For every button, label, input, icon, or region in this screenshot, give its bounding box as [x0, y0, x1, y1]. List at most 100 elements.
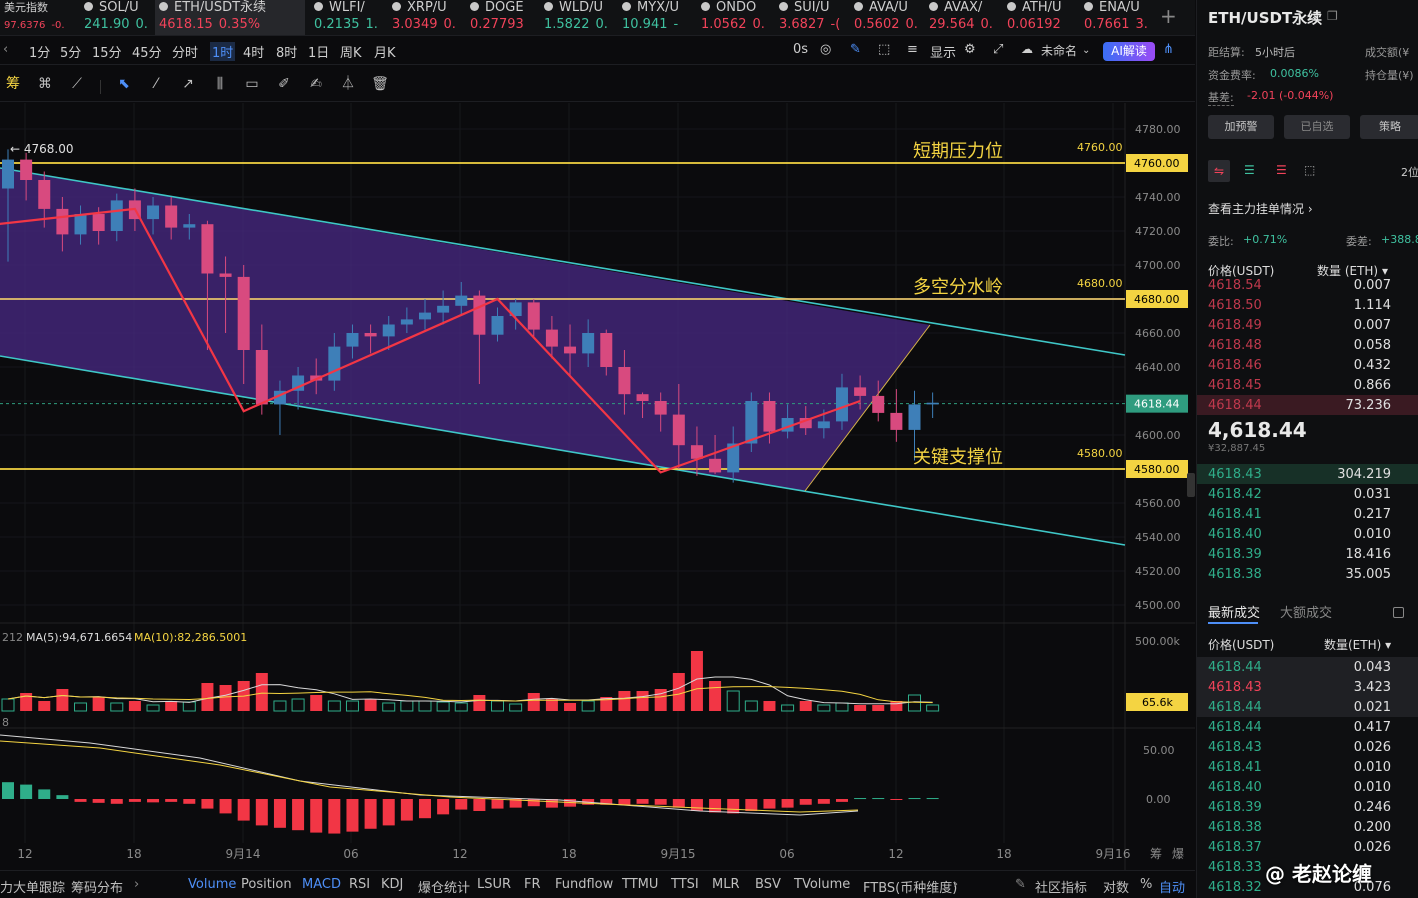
list-icon[interactable]: ≡ — [907, 42, 918, 57]
brush-icon[interactable]: ✍ — [310, 76, 322, 92]
ask-row[interactable]: 4618.50 1.114 — [1197, 295, 1418, 315]
timeframe-1分[interactable]: 1分 — [29, 46, 51, 61]
ticker-item[interactable]: ENA/U 0.7661 3. — [1080, 0, 1152, 35]
add-alert-button[interactable]: 加预警 — [1208, 115, 1274, 139]
depth-precision[interactable]: 2位 — [1401, 166, 1418, 179]
timeframe-45分[interactable]: 45分 — [132, 46, 162, 61]
trades-qty-header[interactable]: 数量(ETH) ▾ — [1324, 638, 1392, 652]
text-icon[interactable]: ▭ — [245, 76, 259, 92]
view-main-orders-link[interactable]: 查看主力挂单情况 › — [1208, 202, 1313, 216]
layout-name[interactable]: 未命名 — [1041, 44, 1078, 58]
cloud-icon[interactable]: ☁ — [1021, 42, 1033, 56]
ask-row[interactable]: 4618.54 0.007 — [1197, 275, 1418, 295]
indicator-lsur[interactable]: LSUR — [477, 877, 512, 892]
ask-row[interactable]: 4618.44 73.236 — [1197, 395, 1418, 415]
ticker-item[interactable]: ONDO 1.0562 0. — [697, 0, 769, 35]
ticker-item[interactable]: AVAX/29.564 0. — [925, 0, 997, 35]
bids-view-icon[interactable]: ☰ — [1244, 163, 1255, 177]
bid-row[interactable]: 4618.43 304.219 — [1197, 464, 1418, 484]
indicator-position[interactable]: Position — [241, 877, 292, 892]
indicator-ttmu[interactable]: TTMU — [622, 877, 659, 892]
ticker-item[interactable]: ETH/USDT永续 4618.15 0.35% — [155, 0, 305, 35]
timeframe-5分[interactable]: 5分 — [60, 46, 82, 61]
timeframe-月K[interactable]: 月K — [374, 46, 396, 61]
settings-gear-icon[interactable]: ⚙ — [964, 42, 976, 57]
orderbook-qty-header[interactable]: 数量 (ETH) ▾ — [1317, 264, 1388, 278]
fullscreen-small-icon[interactable]: ⬚ — [878, 42, 891, 57]
bid-row[interactable]: 4618.41 0.217 — [1197, 504, 1418, 524]
indicator-ftbs(币种维度)[interactable]: FTBS(币种维度) — [863, 881, 958, 896]
edit-icon[interactable]: ✎ — [1015, 877, 1026, 892]
indicator-bsv[interactable]: BSV — [755, 877, 781, 892]
timeframe-1时[interactable]: 1时 — [210, 42, 236, 61]
ticker-item[interactable]: SOL/U 241.90 0. — [80, 0, 152, 35]
camera-icon[interactable]: ◎ — [820, 42, 832, 57]
indicator-tvolume[interactable]: TVolume — [794, 877, 851, 892]
chip-tool-label[interactable]: 筹 — [6, 76, 20, 92]
bid-row[interactable]: 4618.38 35.005 — [1197, 564, 1418, 584]
ticker-item[interactable]: DOGE 0.27793 — [466, 0, 528, 35]
filter-icon[interactable]: ⏃ — [341, 76, 355, 92]
ticker-item[interactable]: SUI/U 3.6827 -( — [775, 0, 844, 35]
copy-icon[interactable]: ❐ — [1327, 9, 1338, 23]
chevron-down-icon[interactable]: ⌄ — [1082, 45, 1091, 56]
timeframe-分时[interactable]: 分时 — [172, 46, 199, 61]
ask-row[interactable]: 4618.45 0.866 — [1197, 375, 1418, 395]
chevron-right-icon-2[interactable]: › — [953, 877, 959, 892]
strategy-button[interactable]: 策略 — [1360, 115, 1418, 139]
ticker-item[interactable]: XRP/U 3.0349 0. — [388, 0, 460, 35]
chevron-right-icon[interactable]: › — [134, 877, 140, 892]
both-sides-view-icon[interactable]: ⇋ — [1208, 160, 1230, 182]
ticker-item[interactable]: MYX/U 10.941- — [618, 0, 683, 35]
bid-row[interactable]: 4618.40 0.010 — [1197, 524, 1418, 544]
filter-checkbox[interactable] — [1393, 607, 1404, 618]
ticker-item[interactable]: ATH/U 0.06192 — [1003, 0, 1066, 35]
indicator-fr[interactable]: FR — [524, 877, 541, 892]
indicator-mlr[interactable]: MLR — [712, 877, 740, 892]
indicator-rsi[interactable]: RSI — [349, 877, 371, 892]
indicator-kdj[interactable]: KDJ — [381, 877, 404, 892]
timeframe-周K[interactable]: 周K — [340, 46, 362, 61]
tab-large-trades[interactable]: 大额成交 — [1280, 606, 1333, 621]
favorited-button[interactable]: 已自选 — [1284, 115, 1350, 139]
ticker-item[interactable]: 美元指数 97.6376 -0. — [0, 0, 69, 35]
ticker-item[interactable]: WLD/U 1.5822 0. — [540, 0, 612, 35]
community-indicators[interactable]: 社区指标 — [1035, 881, 1088, 896]
expand-icon[interactable]: ⤢ — [993, 42, 1004, 57]
indicator-fundflow[interactable]: Fundflow — [555, 877, 614, 892]
indicator-macd[interactable]: MACD — [302, 877, 341, 892]
add-ticker-icon[interactable]: + — [1160, 4, 1177, 28]
tab-latest-trades[interactable]: 最新成交 — [1208, 606, 1261, 621]
collapse-chevron-icon[interactable]: ‹ — [3, 42, 9, 57]
price-chart[interactable]: ← 4768.00 短期压力位 4760.00 多空分水岭 4680.00 关键支撑位 45… — [0, 103, 1195, 870]
share-icon[interactable]: ⋔ — [1163, 42, 1174, 57]
depth-chart-icon[interactable]: ⬚ — [1304, 163, 1316, 177]
draw-pen-icon[interactable]: ✎ — [850, 42, 861, 57]
magnet-icon[interactable]: ⌘ — [38, 76, 52, 92]
bid-row[interactable]: 4618.39 18.416 — [1197, 544, 1418, 564]
ray-icon[interactable]: ↗ — [182, 76, 194, 92]
pattern-icon[interactable]: ⫼ — [216, 76, 224, 92]
trendline-icon[interactable]: ⁄ — [154, 76, 158, 92]
chip-distribution[interactable]: 筹码分布 — [71, 881, 124, 896]
auto-toggle[interactable]: 自动 — [1159, 881, 1186, 896]
ask-row[interactable]: 4618.48 0.058 — [1197, 335, 1418, 355]
timeframe-8时[interactable]: 8时 — [276, 46, 298, 61]
note-icon[interactable]: ✐ — [278, 76, 290, 92]
timeframe-1日[interactable]: 1日 — [308, 46, 330, 61]
ticker-item[interactable]: WLFI/0.2135 1. — [310, 0, 382, 35]
ai-interpret-button[interactable]: AI解读 — [1103, 42, 1155, 61]
display-button[interactable]: 显示 — [930, 46, 957, 61]
bid-row[interactable]: 4618.42 0.031 — [1197, 484, 1418, 504]
indicator-爆仓统计[interactable]: 爆仓统计 — [418, 881, 471, 896]
large-order-tracking[interactable]: 力大单跟踪 — [0, 881, 66, 896]
asks-view-icon[interactable]: ☰ — [1276, 163, 1287, 177]
percent-toggle[interactable]: % — [1140, 877, 1153, 892]
indicator-volume[interactable]: Volume — [188, 877, 237, 892]
cursor-icon[interactable]: ⬉ — [118, 76, 130, 92]
ask-row[interactable]: 4618.46 0.432 — [1197, 355, 1418, 375]
timeframe-15分[interactable]: 15分 — [92, 46, 122, 61]
indicator-ttsi[interactable]: TTSI — [671, 877, 699, 892]
trash-icon[interactable]: 🗑 — [371, 76, 389, 92]
timeframe-4时[interactable]: 4时 — [243, 46, 265, 61]
